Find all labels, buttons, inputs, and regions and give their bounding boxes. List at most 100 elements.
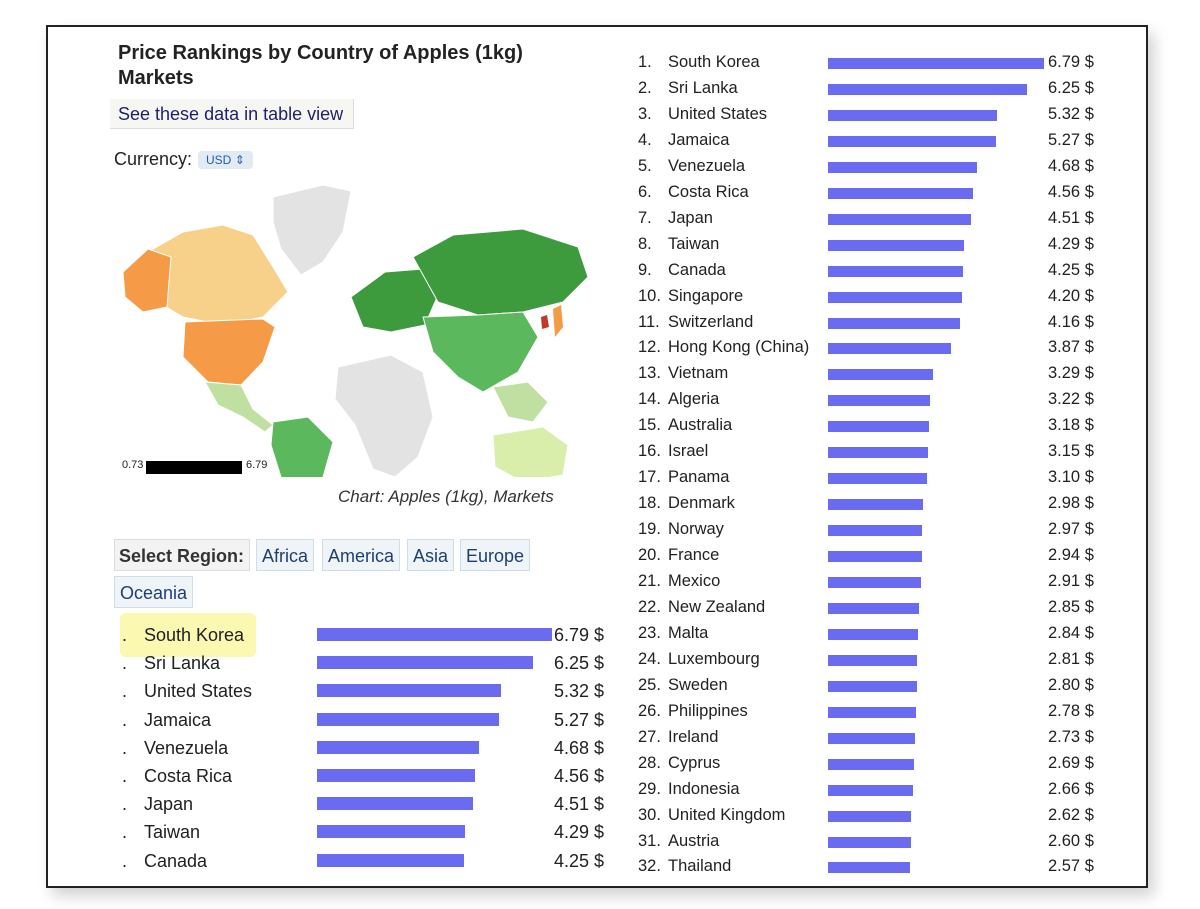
price-bar[interactable] [828, 317, 960, 329]
price-bar[interactable] [828, 628, 918, 640]
price-bar[interactable] [317, 712, 499, 726]
price-bar[interactable] [828, 187, 973, 199]
country-name[interactable]: Singapore [668, 286, 744, 305]
country-name[interactable]: Hong Kong (China) [668, 338, 810, 357]
table-view-link[interactable]: See these data in table view [110, 99, 354, 129]
region-button-oceania[interactable]: Oceania [114, 576, 194, 608]
price-bar[interactable] [828, 525, 922, 537]
country-name[interactable]: United Kingdom [668, 805, 786, 824]
country-name[interactable]: South Korea [668, 53, 760, 71]
country-name[interactable]: Thailand [668, 857, 732, 876]
price-bar[interactable] [828, 369, 933, 381]
price-bar[interactable] [828, 810, 911, 822]
ranking-row: . Canada 4.25 $ [118, 847, 618, 875]
price-bar[interactable] [828, 213, 971, 225]
country-name[interactable]: Canada [668, 260, 726, 279]
currency-select[interactable]: USD ⇕ [198, 151, 253, 169]
price-bar[interactable] [317, 740, 479, 754]
rank-number: 17. [638, 468, 661, 487]
country-name[interactable]: France [668, 546, 720, 565]
country-name[interactable]: United States [144, 681, 253, 702]
price-bar[interactable] [828, 732, 915, 744]
country-name[interactable]: Japan [144, 794, 194, 815]
country-name[interactable]: Sri Lanka [668, 78, 738, 97]
price-bar[interactable] [828, 135, 996, 147]
country-name[interactable]: Sweden [668, 675, 728, 694]
price-bar[interactable] [828, 862, 910, 874]
price-bar[interactable] [828, 602, 919, 614]
price-bar[interactable] [828, 161, 977, 173]
price-bar[interactable] [828, 83, 1027, 95]
price-bar[interactable] [317, 656, 533, 670]
price-bar[interactable] [317, 684, 501, 698]
price-bar[interactable] [828, 343, 951, 355]
country-name[interactable]: Switzerland [668, 312, 754, 331]
country-name[interactable]: Israel [668, 442, 709, 461]
price-bar[interactable] [828, 421, 929, 433]
country-name[interactable]: Sri Lanka [144, 653, 221, 674]
ranking-row: 11. Switzerland 4.16 $ [638, 310, 1138, 336]
region-button-europe[interactable]: Europe [460, 539, 531, 571]
country-name[interactable]: Venezuela [144, 737, 229, 758]
country-name[interactable]: Algeria [668, 390, 720, 409]
price-bar[interactable] [828, 239, 964, 251]
price-bar[interactable] [317, 853, 464, 867]
country-name[interactable]: Taiwan [144, 822, 201, 843]
price-bar[interactable] [828, 758, 914, 770]
country-name[interactable]: Malta [668, 623, 709, 642]
price-bar[interactable] [828, 577, 921, 588]
country-name[interactable]: Venezuela [668, 156, 746, 175]
country-name[interactable]: Taiwan [668, 234, 720, 253]
price-bar[interactable] [828, 680, 917, 692]
country-name[interactable]: Norway [668, 520, 724, 539]
country-name[interactable]: Denmark [668, 494, 735, 513]
price-bar[interactable] [828, 395, 930, 407]
legend-scale-bar [146, 461, 242, 474]
country-name[interactable]: Indonesia [668, 779, 740, 798]
price-bar[interactable] [828, 109, 997, 121]
country-name[interactable]: Australia [668, 416, 733, 435]
price-bar[interactable] [828, 654, 917, 666]
country-name[interactable]: Japan [668, 208, 713, 227]
map-africa [334, 354, 434, 477]
price-bar[interactable] [828, 291, 962, 303]
price-bar[interactable] [828, 836, 911, 848]
price-value: 4.51 $ [1048, 208, 1094, 227]
price-bar[interactable] [317, 628, 552, 641]
country-name[interactable]: Jamaica [668, 130, 730, 149]
price-bar[interactable] [828, 784, 913, 796]
country-name[interactable]: Luxembourg [668, 649, 760, 668]
country-name[interactable]: Mexico [668, 572, 721, 590]
price-bar[interactable] [828, 473, 927, 485]
country-name[interactable]: Panama [668, 468, 730, 487]
country-name[interactable]: Costa Rica [144, 766, 233, 786]
price-bar[interactable] [317, 769, 475, 782]
country-name[interactable]: New Zealand [668, 597, 766, 616]
price-bar[interactable] [828, 499, 923, 511]
country-name[interactable]: Cyprus [668, 753, 721, 772]
price-bar[interactable] [828, 551, 922, 563]
ranking-row: . Sri Lanka 6.25 $ [118, 649, 618, 677]
world-map[interactable] [123, 177, 593, 477]
price-bar[interactable] [317, 825, 465, 839]
price-bar[interactable] [828, 265, 963, 277]
country-name[interactable]: Vietnam [668, 364, 729, 383]
country-name[interactable]: Austria [668, 831, 720, 850]
region-button-asia[interactable]: Asia [407, 539, 455, 571]
country-name[interactable]: United States [668, 104, 768, 123]
country-name[interactable]: South Korea [144, 625, 245, 645]
price-bar[interactable] [828, 58, 1044, 69]
rank-number: . [122, 850, 128, 871]
region-button-america[interactable]: America [322, 539, 401, 571]
price-bar[interactable] [828, 447, 928, 459]
region-button-africa[interactable]: Africa [256, 539, 315, 571]
country-name[interactable]: Canada [144, 850, 208, 871]
country-name[interactable]: Philippines [668, 701, 748, 720]
rank-number: 19. [638, 520, 661, 539]
country-name[interactable]: Ireland [668, 727, 719, 746]
country-name[interactable]: Costa Rica [668, 182, 749, 201]
price-bar[interactable] [317, 797, 473, 811]
country-name[interactable]: Jamaica [144, 709, 212, 730]
map-europe [350, 268, 439, 333]
price-bar[interactable] [828, 706, 916, 718]
